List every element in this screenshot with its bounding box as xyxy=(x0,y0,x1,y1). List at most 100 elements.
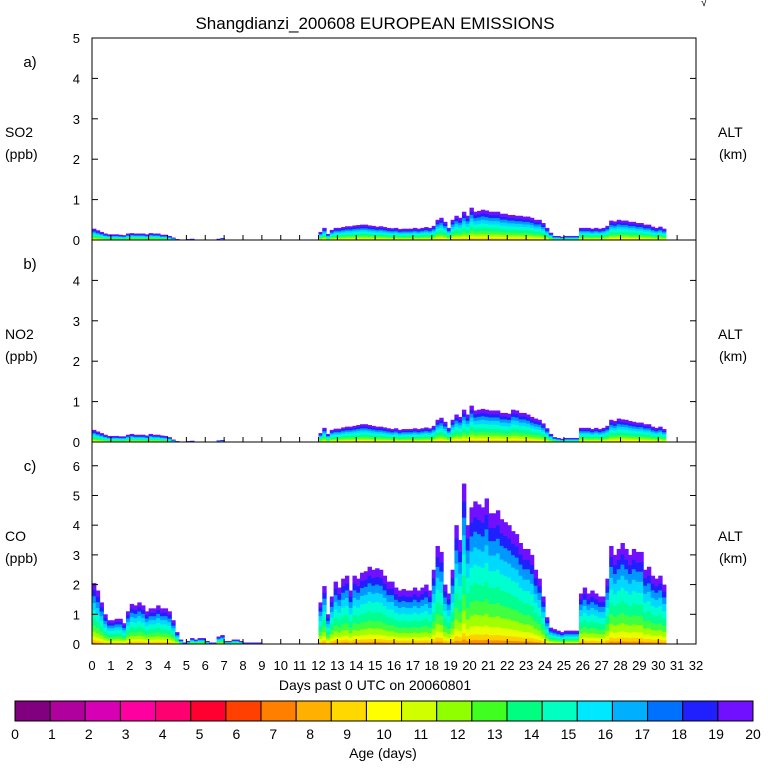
bar-segment xyxy=(590,232,595,235)
bar-segment xyxy=(631,238,637,240)
bar-column xyxy=(465,525,471,645)
bar-segment xyxy=(507,419,512,424)
bar-segment xyxy=(107,640,112,643)
bar-column xyxy=(329,229,335,241)
bar-segment xyxy=(122,236,127,238)
bar-segment xyxy=(477,549,482,567)
bar-segment xyxy=(582,619,588,627)
bar-column xyxy=(129,433,135,443)
bar-segment xyxy=(458,599,463,613)
bar-segment xyxy=(507,592,512,608)
bar-segment xyxy=(620,222,625,226)
bar-segment xyxy=(628,632,633,639)
bar-segment xyxy=(163,237,169,239)
bar-segment xyxy=(163,235,169,237)
bar-segment xyxy=(662,631,667,637)
bar-segment xyxy=(382,235,388,238)
bar-segment xyxy=(103,438,108,441)
bar-segment xyxy=(231,641,237,643)
bar-segment xyxy=(624,437,629,440)
bar-segment xyxy=(484,216,489,221)
bar-segment xyxy=(488,413,493,418)
bar-segment xyxy=(612,637,618,642)
bar-segment xyxy=(99,439,104,441)
bar-segment xyxy=(601,440,606,442)
bar-segment xyxy=(529,637,535,642)
bar-segment xyxy=(435,440,440,442)
bar-segment xyxy=(156,234,161,237)
bar-column xyxy=(420,227,425,241)
bar-segment xyxy=(409,640,414,643)
bar-segment xyxy=(163,612,169,617)
bar-column xyxy=(397,429,403,443)
bar-segment xyxy=(616,440,622,442)
bar-segment xyxy=(371,438,376,441)
bar-segment xyxy=(337,632,342,638)
bar-segment xyxy=(480,230,486,235)
bar-segment xyxy=(458,622,463,631)
bar-segment xyxy=(511,232,516,236)
bar-segment xyxy=(378,641,384,645)
bar-segment xyxy=(465,236,471,239)
bar-column xyxy=(114,618,120,645)
bar-segment xyxy=(586,227,591,230)
bar-segment xyxy=(159,439,165,441)
bar-segment xyxy=(537,607,542,617)
bar-segment xyxy=(156,435,161,437)
bar-segment xyxy=(594,432,599,435)
bar-segment xyxy=(541,606,546,613)
bar-column xyxy=(563,630,569,645)
bar-segment xyxy=(586,622,591,629)
bar-segment xyxy=(658,590,663,598)
bar-segment xyxy=(371,239,376,240)
bar-column xyxy=(597,596,603,645)
bar-segment xyxy=(401,433,406,436)
bar-column xyxy=(137,233,142,241)
bar-segment xyxy=(541,640,546,643)
bar-segment xyxy=(382,430,388,433)
bar-segment xyxy=(435,429,440,433)
bar-column xyxy=(443,221,448,241)
bar-segment xyxy=(488,432,493,436)
bar-segment xyxy=(409,632,414,638)
bar-segment xyxy=(511,229,516,233)
bar-segment xyxy=(110,436,116,438)
bar-segment xyxy=(144,235,150,237)
bar-segment xyxy=(367,438,372,441)
bar-segment xyxy=(129,626,135,632)
bar-segment xyxy=(548,627,554,630)
bar-segment xyxy=(371,593,376,603)
bar-segment xyxy=(420,619,425,627)
bar-segment xyxy=(137,437,142,439)
bar-segment xyxy=(401,436,406,439)
bar-segment xyxy=(103,434,108,436)
bar-segment xyxy=(662,625,667,632)
bar-segment xyxy=(156,438,161,441)
bar-segment xyxy=(431,577,437,586)
bar-segment xyxy=(344,229,350,232)
bar-segment xyxy=(129,233,135,235)
bar-segment xyxy=(454,550,459,564)
bar-segment xyxy=(552,439,557,441)
bar-segment xyxy=(533,428,539,433)
bar-segment xyxy=(322,440,327,442)
bar-segment xyxy=(616,233,622,237)
bar-segment xyxy=(480,216,486,220)
bar-segment xyxy=(326,236,331,238)
bar-segment xyxy=(137,437,142,440)
bar-segment xyxy=(658,614,663,624)
bar-segment xyxy=(507,525,512,539)
panel-label: b) xyxy=(23,256,36,273)
bar-segment xyxy=(597,642,603,645)
bar-segment xyxy=(386,581,391,589)
bar-segment xyxy=(586,609,591,617)
bar-column xyxy=(114,435,120,443)
bar-segment xyxy=(503,618,508,629)
bar-segment xyxy=(601,439,606,441)
bar-segment xyxy=(394,436,399,439)
bar-segment xyxy=(371,228,376,231)
bar-segment xyxy=(446,234,452,237)
bar-segment xyxy=(654,630,659,636)
bar-segment xyxy=(360,629,365,636)
bar-segment xyxy=(159,435,165,437)
